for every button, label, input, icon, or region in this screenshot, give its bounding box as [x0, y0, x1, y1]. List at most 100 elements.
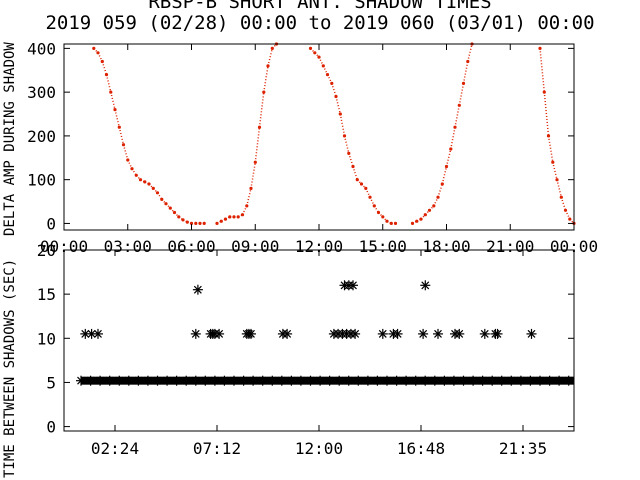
x-tick-label: 12:00 — [295, 237, 343, 256]
time-between-point — [492, 328, 503, 339]
delta-amp-trace — [335, 96, 342, 115]
delta-amp-trace — [263, 65, 269, 93]
baseline-asterisk — [391, 375, 402, 386]
x-tick-label: 12:00 — [295, 439, 343, 458]
baseline-asterisk — [248, 375, 259, 386]
delta-amp-trace — [254, 127, 261, 163]
delta-amp-trace — [377, 211, 384, 218]
delta-amp-point — [551, 160, 555, 164]
baseline-asterisk — [315, 375, 326, 386]
baseline-asterisk — [544, 375, 555, 386]
baseline-asterisk — [276, 375, 287, 386]
baseline-asterisk — [114, 375, 125, 386]
delta-amp-point — [236, 215, 240, 219]
baseline-asterisk — [439, 375, 450, 386]
baseline-asterisk — [295, 375, 306, 386]
baseline-asterisk — [448, 375, 459, 386]
delta-amp-trace — [246, 188, 252, 207]
top-y-axis-label: DELTA AMP DURING SHADOW — [2, 42, 18, 236]
x-tick-label: 00:00 — [40, 237, 88, 256]
baseline-asterisk — [372, 375, 383, 386]
delta-amp-trace — [441, 166, 448, 185]
delta-amp-trace — [237, 214, 243, 218]
figure-title: RBSP-B SHORT ANT. SHADOW TIMES — [148, 0, 492, 13]
baseline-asterisk — [257, 375, 268, 386]
baseline-asterisk — [477, 375, 488, 386]
delta-amp-trace — [382, 216, 388, 222]
delta-amp-trace — [454, 105, 461, 128]
delta-amp-point — [393, 221, 398, 225]
x-tick-label: 00:00 — [550, 237, 598, 256]
baseline-asterisk — [535, 375, 545, 386]
delta-amp-trace — [462, 61, 469, 84]
baseline-asterisk — [382, 375, 392, 386]
baseline-asterisk — [429, 375, 440, 386]
delta-amp-trace — [220, 218, 226, 222]
baseline-asterisk — [171, 375, 182, 386]
delta-amp-trace — [445, 148, 452, 167]
delta-amp-trace — [412, 220, 418, 225]
y-tick-label: 100 — [27, 171, 56, 190]
delta-amp-trace — [547, 135, 554, 163]
top-y-axis: 0 100 200 300 400 — [27, 39, 574, 233]
delta-amp-trace — [437, 183, 444, 198]
y-tick-label: 0 — [46, 214, 56, 233]
baseline-asterisk — [152, 375, 163, 386]
baseline-asterisk — [85, 375, 96, 386]
delta-amp-trace — [173, 211, 180, 218]
baseline-asterisk — [554, 375, 565, 386]
time-between-point — [93, 328, 103, 339]
delta-amp-trace — [144, 181, 150, 185]
x-tick-label: 16:48 — [397, 439, 445, 458]
baseline-asterisk — [123, 375, 134, 386]
baseline-asterisk — [324, 375, 335, 386]
time-between-point — [350, 328, 361, 339]
baseline-asterisk — [229, 375, 239, 386]
time-between-point — [479, 328, 490, 339]
delta-amp-trace — [250, 162, 257, 189]
baseline-asterisk — [209, 375, 220, 386]
delta-amp-trace — [339, 113, 346, 137]
delta-amp-trace — [182, 219, 188, 223]
x-tick-label: 21:00 — [486, 237, 534, 256]
delta-amp-trace — [416, 218, 422, 222]
baseline-asterisk — [515, 375, 526, 386]
delta-amp-trace — [152, 187, 159, 194]
delta-amp-trace — [114, 109, 121, 128]
baseline-asterisk — [190, 375, 201, 386]
delta-amp-trace — [386, 220, 392, 225]
delta-amp-point — [202, 221, 206, 225]
baseline-asterisk — [353, 375, 364, 386]
delta-amp-trace — [105, 74, 112, 93]
time-between-point — [526, 328, 537, 339]
time-between-point — [392, 328, 403, 339]
time-between-point — [190, 328, 201, 339]
delta-amp-trace — [135, 174, 142, 181]
baseline-asterisk — [104, 375, 115, 386]
baseline-asterisk — [420, 375, 431, 386]
baseline-asterisk — [76, 375, 86, 386]
y-tick-label: 15 — [37, 285, 56, 304]
delta-amp-trace — [314, 52, 320, 58]
time-between-point — [282, 328, 293, 339]
y-tick-label: 300 — [27, 83, 56, 102]
y-tick-label: 20 — [37, 241, 56, 260]
delta-amp-trace — [131, 168, 137, 176]
delta-amp-trace — [110, 91, 116, 110]
delta-amp-trace — [569, 218, 575, 224]
baseline-asterisk — [334, 375, 345, 386]
delta-amp-trace — [258, 92, 265, 128]
delta-amp-trace — [450, 127, 456, 150]
time-between-point — [214, 328, 225, 339]
delta-amp-trace — [122, 144, 129, 161]
delta-amp-trace — [343, 135, 350, 154]
baseline-asterisk — [95, 375, 106, 386]
baseline-asterisk — [401, 375, 412, 386]
bottom-y-axis-label: TIME BETWEEN SHADOWS (SEC) — [2, 259, 18, 478]
baseline-asterisk — [468, 375, 479, 386]
delta-amp-trace — [552, 162, 558, 180]
delta-amp-trace — [352, 166, 359, 180]
delta-amp-trace — [169, 207, 176, 214]
baseline-asterisk — [181, 375, 192, 386]
delta-amp-point — [121, 143, 126, 147]
